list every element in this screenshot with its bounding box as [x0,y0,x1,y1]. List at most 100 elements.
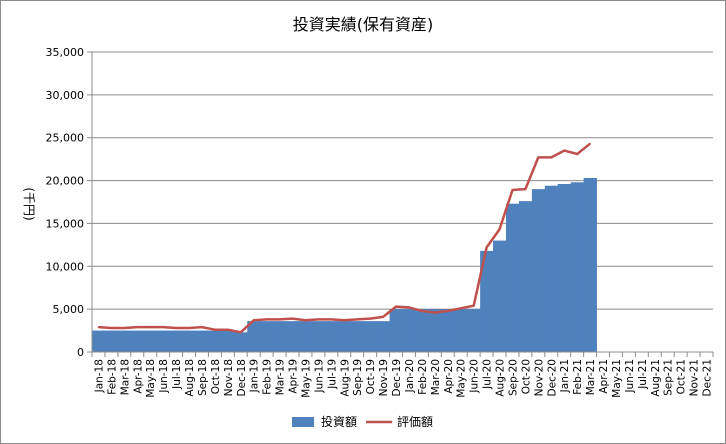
bar [480,250,494,352]
line-point [589,142,591,145]
bar [441,309,455,352]
bar [428,309,442,352]
x-tick-label: Oct-21 [676,359,688,394]
line-point [278,318,281,321]
x-tick-label: Jun-19 [313,359,325,394]
y-tick-label: 35,000 [46,46,85,59]
x-tick-label: Jan-19 [249,359,261,393]
bar [156,330,171,352]
bar [570,182,585,352]
chart-title: 投資実績(保有資産) [293,15,434,34]
bar [273,321,287,352]
line-point [252,319,255,322]
x-tick-label: Jul-21 [637,359,649,390]
bar [143,330,158,352]
x-tick-label: Sep-18 [197,359,209,396]
y-tick-label: 5,000 [53,303,85,316]
x-tick-labels: Jan-18 Feb-18 Mar-18 Apr-18 May-18 Jun-18 Jul-… [94,359,714,398]
x-tick-label: Apr-18 [132,359,144,394]
bar [299,321,313,352]
x-tick-label: Oct-18 [210,359,222,394]
bar [454,309,468,352]
bar [544,185,559,352]
x-tick-label: Jan-20 [404,359,416,393]
x-tick-label: Jul-19 [326,359,338,390]
line-series [97,142,591,334]
line-point [434,311,436,314]
legend-label: 投資額 [321,414,357,429]
line-point [214,328,216,331]
x-tick-label: Oct-20 [520,359,532,394]
legend-label: 評価額 [397,414,433,429]
line-point [343,319,346,322]
y-tick-label: 15,000 [46,217,85,230]
x-tick-label: Sep-21 [663,359,675,396]
x-tick-label: Dec-20 [546,359,558,396]
line-point [136,326,139,328]
bar [467,309,481,352]
line-point [576,153,578,155]
x-tick-label: Jul-18 [171,359,183,390]
line-point [356,318,359,321]
x-tick-label: Nov-19 [378,359,390,396]
x-tick-label: Aug-20 [495,359,507,397]
bar [531,189,546,352]
gridlines [92,51,713,310]
line-point [188,327,190,329]
x-tick-label: Dec-21 [702,359,714,396]
x-tick-label: Mar-20 [430,359,442,395]
x-tick-label: Aug-19 [339,359,351,397]
x-tick-label: May-19 [301,359,313,398]
bar [415,309,429,352]
x-tick-label: Feb-19 [262,359,274,395]
bar [104,330,119,352]
line-point [291,317,294,320]
y-tick-label: 20,000 [46,175,85,188]
y-tick-label: 30,000 [46,89,85,102]
x-tick-label: Feb-21 [572,359,584,395]
x-tick-label: Jun-20 [469,359,481,394]
axes [87,51,714,357]
x-tick-label: Mar-18 [119,359,131,395]
line-point [446,310,449,312]
line-point [227,328,229,331]
line-point [265,318,268,321]
x-tick-label: Mar-21 [585,359,597,395]
bar [350,321,365,352]
line-point [123,327,126,329]
line-point [550,156,553,159]
bar [363,321,378,352]
y-tick-label: 10,000 [46,260,85,273]
line-point [97,326,100,328]
line-point [537,156,540,159]
line-point [498,228,501,231]
legend: 投資額 評価額 [292,414,433,429]
bar [518,201,533,352]
bar [117,330,132,352]
x-tick-label: May-21 [611,359,623,398]
x-tick-label: Aug-18 [184,359,196,397]
x-tick-label: Jan-21 [559,359,571,393]
line-point [511,189,514,191]
bar-series [92,178,597,352]
x-tick-label: Sep-19 [352,359,364,396]
x-tick-label: Jul-20 [482,359,494,390]
line-point [472,304,475,307]
bar [402,309,416,352]
bar [506,203,520,352]
x-tick-label: May-20 [456,359,468,398]
line-point [563,149,566,152]
bar [260,321,274,352]
x-tick-label: Apr-19 [288,359,300,394]
x-tick-label: Nov-18 [223,359,235,396]
x-tick-label: Jun-21 [624,359,636,394]
y-tick-labels: 0 5,000 10,000 15,000 20,000 25,000 30,000 35,0… [46,46,85,359]
line-point [317,318,320,321]
x-tick-label: Feb-18 [106,359,118,395]
bar [557,184,572,352]
bar [92,330,106,352]
bar [324,321,339,352]
line-point [382,316,384,318]
x-tick-label: Jun-18 [158,359,170,394]
